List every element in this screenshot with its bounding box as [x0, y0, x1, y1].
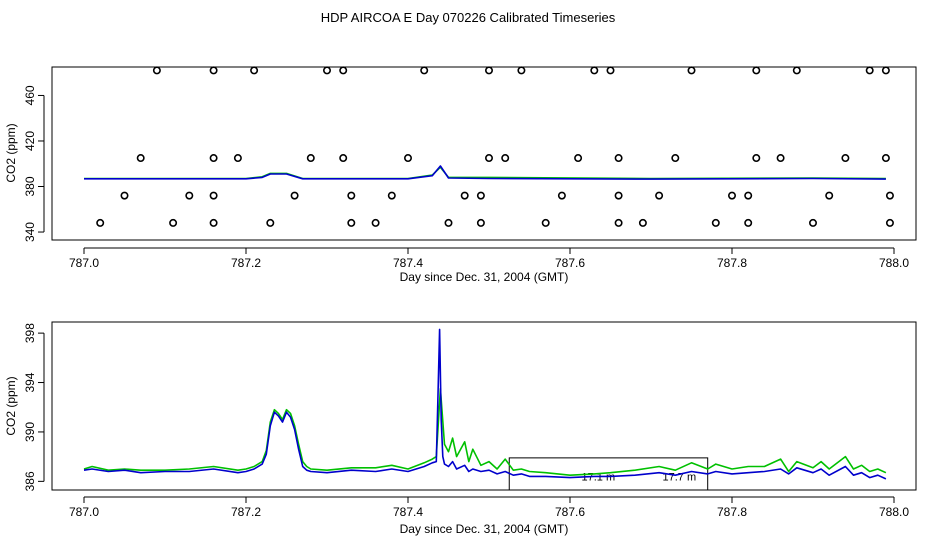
- top-plot-frame: [51, 66, 917, 241]
- data-point-marker: [776, 154, 785, 163]
- top-x-tick-label: 787.8: [717, 256, 747, 270]
- data-point-marker: [476, 191, 485, 200]
- data-point-marker: [881, 154, 890, 163]
- data-point-marker: [727, 191, 736, 200]
- bottom-plot-frame: [51, 321, 917, 491]
- data-point-marker: [484, 154, 493, 163]
- data-point-marker: [266, 218, 275, 227]
- data-point-marker: [825, 191, 834, 200]
- data-point-marker: [671, 154, 680, 163]
- data-point-marker: [614, 191, 623, 200]
- data-point-marker: [574, 154, 583, 163]
- data-point-marker: [347, 218, 356, 227]
- top-y-tick-label: 420: [23, 131, 37, 151]
- data-point-marker: [687, 66, 696, 75]
- top-y-tick-label: 340: [23, 222, 37, 242]
- bottom-x-tick-label: 787.6: [555, 505, 585, 519]
- data-point-marker: [744, 191, 753, 200]
- top-y-axis-label: CO2 (ppm): [4, 123, 18, 182]
- data-point-marker: [614, 218, 623, 227]
- data-point-marker: [655, 191, 664, 200]
- top-y-tick-label: 380: [23, 176, 37, 196]
- data-point-marker: [752, 154, 761, 163]
- bottom-y-axis-label: CO2 (ppm): [4, 376, 18, 435]
- top-x-tick-label: 787.6: [555, 256, 585, 270]
- data-point-marker: [185, 191, 194, 200]
- bottom-series-line-blue: [83, 328, 887, 480]
- bottom-x-tick-label: 787.8: [717, 505, 747, 519]
- data-point-marker: [209, 66, 218, 75]
- data-point-marker: [209, 218, 218, 227]
- data-point-marker: [484, 66, 493, 75]
- data-point-marker: [606, 66, 615, 75]
- top-x-tick-label: 788.0: [879, 256, 909, 270]
- data-point-marker: [347, 191, 356, 200]
- data-point-marker: [638, 218, 647, 227]
- bottom-y-tick-label: 386: [23, 471, 37, 491]
- data-point-marker: [590, 66, 599, 75]
- data-point-marker: [339, 154, 348, 163]
- top-series-line-blue: [84, 165, 886, 180]
- top-y-tick-label: 460: [23, 85, 37, 105]
- data-point-marker: [322, 66, 331, 75]
- data-point-marker: [371, 218, 380, 227]
- top-x-axis-label: Day since Dec. 31, 2004 (GMT): [400, 270, 569, 284]
- data-point-marker: [387, 191, 396, 200]
- data-point-marker: [881, 66, 890, 75]
- data-point-marker: [557, 191, 566, 200]
- data-point-marker: [792, 66, 801, 75]
- data-point-marker: [420, 66, 429, 75]
- top-x-tick-label: 787.0: [69, 256, 99, 270]
- data-point-marker: [250, 66, 259, 75]
- data-point-marker: [460, 191, 469, 200]
- top-x-tick-label: 787.4: [393, 256, 423, 270]
- data-point-marker: [517, 66, 526, 75]
- data-point-marker: [136, 154, 145, 163]
- bottom-series-line-green: [83, 387, 887, 476]
- data-point-marker: [233, 154, 242, 163]
- top-panel: 787.0 787.2 787.4 787.6 787.8 788.0 340 380 420 4…: [4, 66, 917, 284]
- data-point-marker: [501, 154, 510, 163]
- data-point-marker: [209, 191, 218, 200]
- bottom-x-axis-label: Day since Dec. 31, 2004 (GMT): [400, 522, 569, 536]
- top-x-tick-label: 787.2: [231, 256, 261, 270]
- data-point-marker: [169, 218, 178, 227]
- bottom-panel: 787.0 787.2 787.4 787.6 787.8 788.0 386 390 394 3…: [4, 321, 917, 536]
- data-point-marker: [744, 218, 753, 227]
- data-point-marker: [306, 154, 315, 163]
- data-point-marker: [885, 218, 894, 227]
- data-point-marker: [808, 218, 817, 227]
- top-series-line-green: [84, 166, 886, 180]
- bottom-x-tick-label: 788.0: [879, 505, 909, 519]
- bottom-x-tick-label: 787.2: [231, 505, 261, 519]
- bottom-x-tick-label: 787.0: [69, 505, 99, 519]
- data-point-marker: [120, 191, 129, 200]
- bottom-y-tick-label: 390: [23, 422, 37, 442]
- data-point-marker: [476, 218, 485, 227]
- data-point-marker: [209, 154, 218, 163]
- data-point-marker: [541, 218, 550, 227]
- data-point-marker: [841, 154, 850, 163]
- data-point-marker: [752, 66, 761, 75]
- data-point-marker: [339, 66, 348, 75]
- bottom-y-tick-label: 398: [23, 323, 37, 343]
- chart-title: HDP AIRCOA E Day 070226 Calibrated Times…: [321, 10, 616, 25]
- bottom-x-tick-label: 787.4: [393, 505, 423, 519]
- data-point-marker: [614, 154, 623, 163]
- bottom-y-tick-label: 394: [23, 372, 37, 392]
- data-point-marker: [444, 218, 453, 227]
- data-point-marker: [96, 218, 105, 227]
- data-point-marker: [152, 66, 161, 75]
- data-point-marker: [403, 154, 412, 163]
- data-point-marker: [885, 191, 894, 200]
- data-point-marker: [290, 191, 299, 200]
- data-point-marker: [865, 66, 874, 75]
- data-point-marker: [711, 218, 720, 227]
